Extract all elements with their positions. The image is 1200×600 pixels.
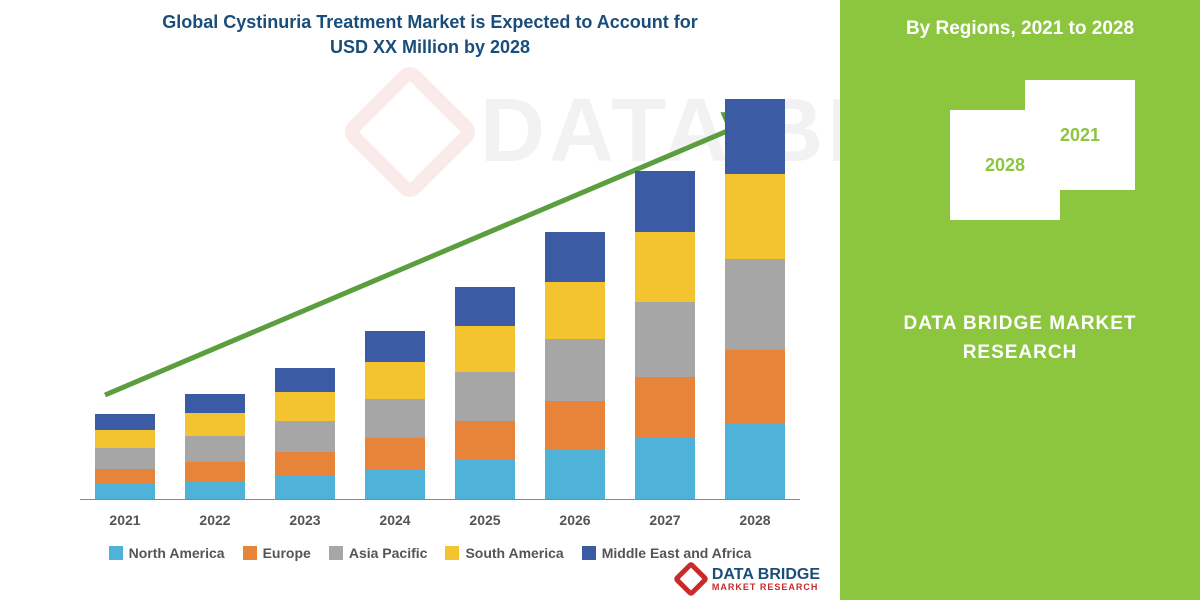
bar-segment bbox=[635, 171, 695, 232]
x-axis-label: 2023 bbox=[275, 512, 335, 528]
bar-segment bbox=[545, 450, 605, 499]
bar-segment bbox=[365, 399, 425, 438]
bar-segment bbox=[185, 413, 245, 437]
footer-logo-line2: MARKET RESEARCH bbox=[712, 583, 820, 592]
bar-segment bbox=[95, 469, 155, 484]
bar-group bbox=[725, 99, 785, 499]
bar-group bbox=[95, 414, 155, 499]
bar-segment bbox=[185, 462, 245, 481]
bar-group bbox=[275, 368, 335, 499]
legend-swatch bbox=[329, 546, 343, 560]
bar-segment bbox=[545, 401, 605, 450]
bar-segment bbox=[185, 394, 245, 413]
bar-segment bbox=[455, 460, 515, 499]
legend-item: North America bbox=[109, 545, 225, 561]
bar-segment bbox=[635, 232, 695, 302]
legend-item: Middle East and Africa bbox=[582, 545, 752, 561]
legend-label: North America bbox=[129, 545, 225, 561]
x-axis-label: 2024 bbox=[365, 512, 425, 528]
bar-segment bbox=[365, 331, 425, 362]
bar-segment bbox=[185, 436, 245, 462]
x-axis-label: 2022 bbox=[185, 512, 245, 528]
hex-badges: 2028 2021 bbox=[840, 80, 1200, 280]
brand-line2: RESEARCH bbox=[840, 339, 1200, 368]
x-axis-label: 2025 bbox=[455, 512, 515, 528]
bar-segment bbox=[275, 368, 335, 392]
chart-title-line1: Global Cystinuria Treatment Market is Ex… bbox=[60, 10, 800, 35]
bar-segment bbox=[725, 259, 785, 349]
hex-badge-front: 2021 bbox=[1025, 80, 1135, 190]
x-axis-label: 2021 bbox=[95, 512, 155, 528]
bar-segment bbox=[725, 350, 785, 425]
legend-label: Middle East and Africa bbox=[602, 545, 752, 561]
bar-segment bbox=[185, 481, 245, 500]
bar-segment bbox=[635, 377, 695, 438]
brand-text: DATA BRIDGE MARKET RESEARCH bbox=[840, 310, 1200, 367]
chart-title-line2: USD XX Million by 2028 bbox=[60, 35, 800, 60]
legend-label: Europe bbox=[263, 545, 311, 561]
side-panel: By Regions, 2021 to 2028 2028 2021 DATA … bbox=[840, 0, 1200, 600]
bar-group bbox=[365, 331, 425, 499]
x-axis-label: 2026 bbox=[545, 512, 605, 528]
bar-segment bbox=[95, 448, 155, 468]
bar-segment bbox=[275, 452, 335, 476]
x-axis-label: 2027 bbox=[635, 512, 695, 528]
bar-segment bbox=[365, 362, 425, 399]
legend-swatch bbox=[109, 546, 123, 560]
bar-segment bbox=[545, 339, 605, 400]
bar-segment bbox=[275, 392, 335, 421]
bar-segment bbox=[275, 476, 335, 500]
bar-segment bbox=[455, 326, 515, 372]
chart-plot: 20212022202320242025202620272028 bbox=[40, 80, 820, 500]
legend-item: Asia Pacific bbox=[329, 545, 428, 561]
footer-logo-icon bbox=[672, 561, 709, 598]
legend-item: Europe bbox=[243, 545, 311, 561]
legend-swatch bbox=[445, 546, 459, 560]
chart-title: Global Cystinuria Treatment Market is Ex… bbox=[20, 10, 840, 60]
bar-segment bbox=[365, 438, 425, 469]
bar-group bbox=[545, 232, 605, 499]
bar-segment bbox=[95, 414, 155, 429]
hex-front-label: 2021 bbox=[1060, 125, 1100, 146]
brand-line1: DATA BRIDGE MARKET bbox=[840, 310, 1200, 339]
bar-group bbox=[185, 394, 245, 500]
chart-legend: North America Europe Asia Pacific South Ame… bbox=[20, 545, 840, 561]
bars-container bbox=[80, 100, 800, 500]
bar-segment bbox=[455, 287, 515, 326]
bar-segment bbox=[725, 99, 785, 174]
legend-swatch bbox=[243, 546, 257, 560]
chart-area: Global Cystinuria Treatment Market is Ex… bbox=[20, 10, 840, 590]
footer-logo-line1: DATA BRIDGE bbox=[712, 567, 820, 583]
legend-item: South America bbox=[445, 545, 563, 561]
legend-swatch bbox=[582, 546, 596, 560]
bar-segment bbox=[455, 421, 515, 460]
bar-segment bbox=[545, 282, 605, 340]
x-axis-labels: 2021 2022 2023 2024 2025 2026 2027 2028 bbox=[80, 512, 800, 528]
legend-label: South America bbox=[465, 545, 563, 561]
bar-segment bbox=[275, 421, 335, 452]
bar-segment bbox=[725, 174, 785, 259]
bar-group bbox=[635, 171, 695, 499]
legend-label: Asia Pacific bbox=[349, 545, 428, 561]
bar-segment bbox=[545, 232, 605, 281]
bar-segment bbox=[455, 372, 515, 421]
bar-segment bbox=[725, 424, 785, 499]
hex-back-label: 2028 bbox=[985, 155, 1025, 176]
bar-segment bbox=[635, 438, 695, 499]
bar-segment bbox=[635, 302, 695, 377]
side-panel-title: By Regions, 2021 to 2028 bbox=[840, 0, 1200, 80]
bar-segment bbox=[95, 430, 155, 449]
bar-segment bbox=[365, 469, 425, 500]
footer-logo-text: DATA BRIDGE MARKET RESEARCH bbox=[712, 567, 820, 592]
bar-group bbox=[455, 287, 515, 500]
bar-segment bbox=[95, 484, 155, 499]
x-axis-label: 2028 bbox=[725, 512, 785, 528]
footer-logo: DATA BRIDGE MARKET RESEARCH bbox=[678, 566, 820, 592]
